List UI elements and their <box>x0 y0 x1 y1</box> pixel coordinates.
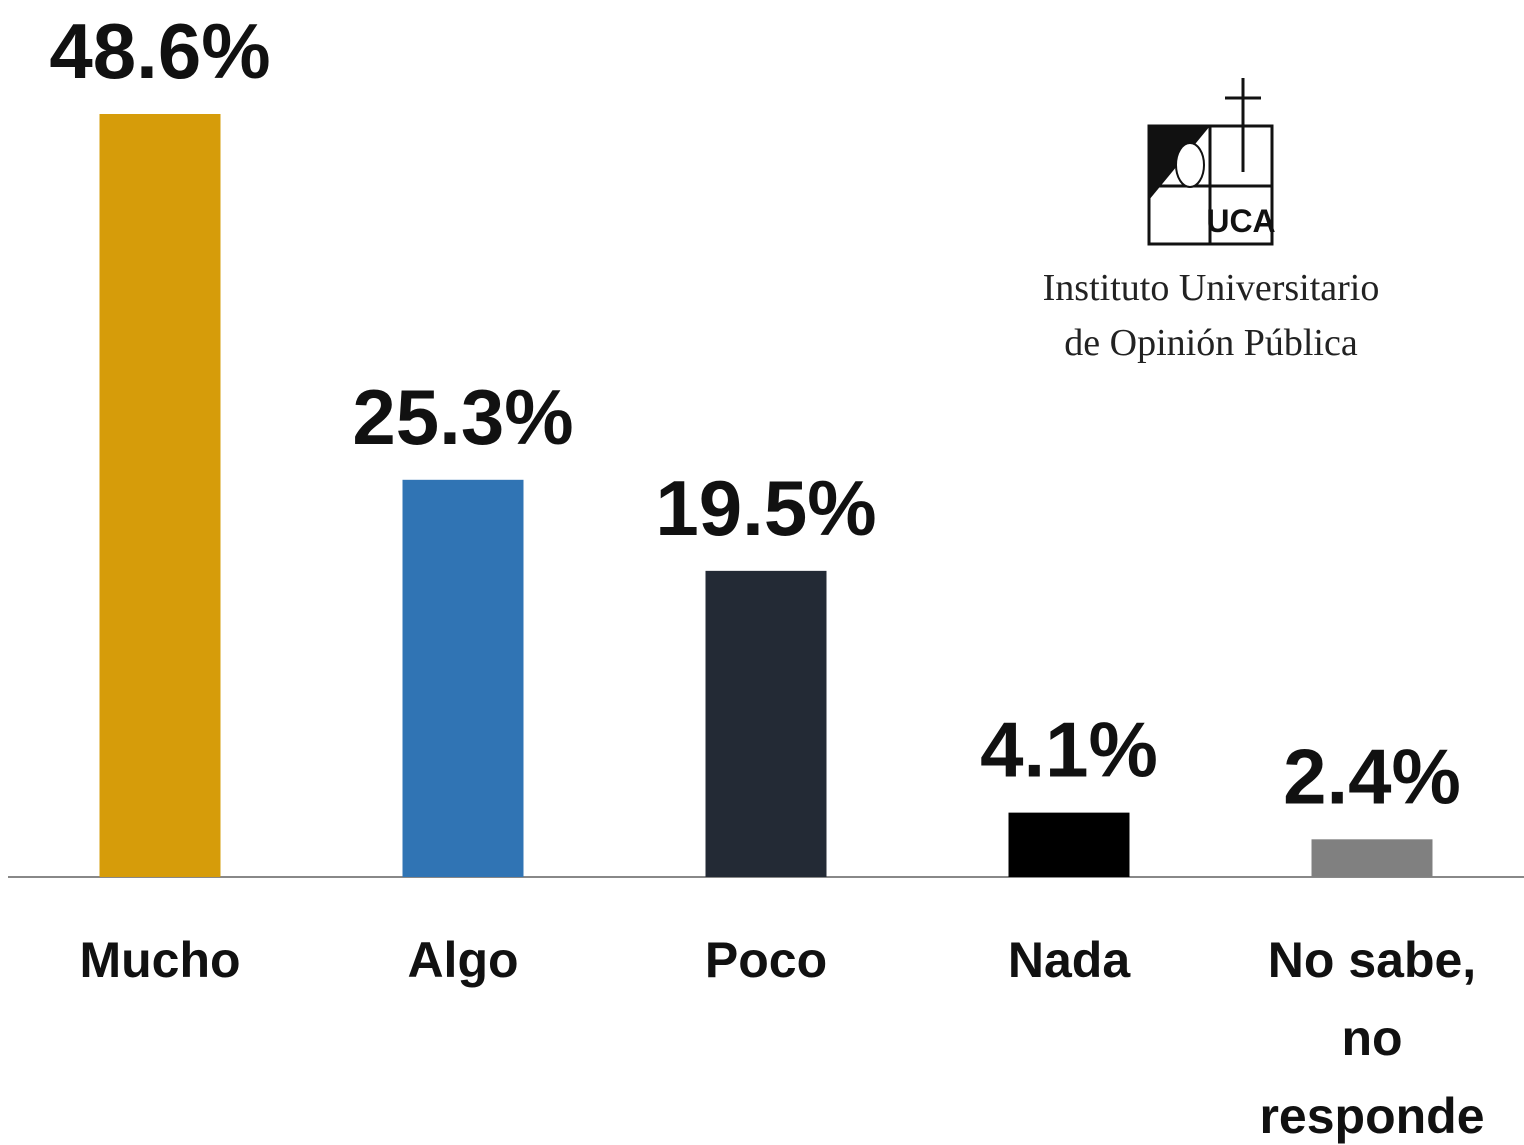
bar <box>99 114 221 877</box>
logo: UCA Instituto Universitario de Opinión P… <box>1043 78 1380 364</box>
category-label: No sabe, no responde <box>1259 932 1485 1144</box>
value-label: 2.4% <box>1283 732 1461 820</box>
bar <box>402 479 524 877</box>
value-label: 19.5% <box>655 464 876 552</box>
category-label: Nada <box>1007 932 1131 988</box>
category-label: Mucho <box>79 932 241 988</box>
category-label: Algo <box>407 932 519 988</box>
logo-line: de Opinión Pública <box>1064 322 1358 364</box>
value-label: 25.3% <box>352 373 573 461</box>
category-label: Poco <box>704 932 828 988</box>
value-label: 48.6% <box>49 7 270 95</box>
value-label: 4.1% <box>980 706 1158 794</box>
logo-mark: UCA <box>1206 203 1275 239</box>
bar <box>705 570 827 877</box>
bar <box>1311 839 1433 877</box>
logo-owl <box>1175 142 1205 188</box>
bar <box>1008 812 1130 877</box>
logo-line: Instituto Universitario <box>1043 267 1380 309</box>
